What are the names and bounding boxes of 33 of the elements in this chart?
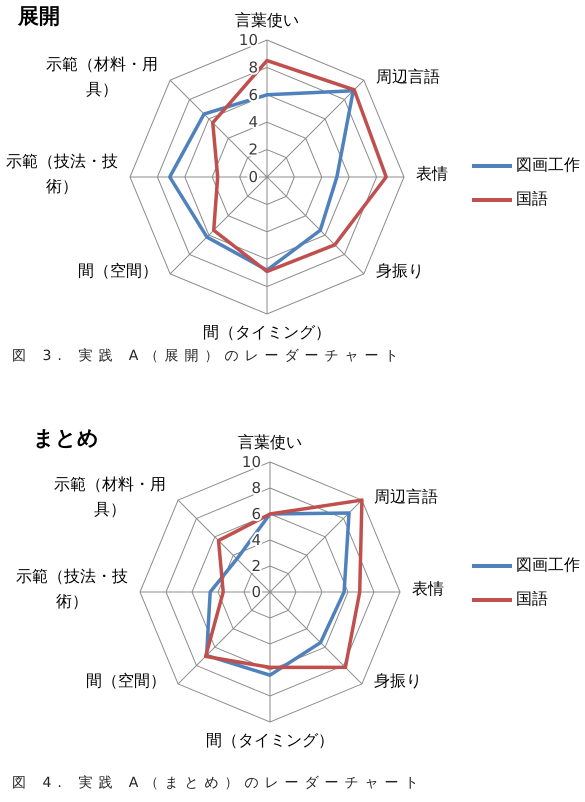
y-tick-label: 4 [248, 113, 258, 132]
spoke-label: 示範（材料・用具） [46, 54, 158, 98]
spoke-label: 身振り [376, 260, 424, 280]
y-tick-label: 6 [251, 505, 261, 523]
spoke-label: 示範（技法・技術） [6, 151, 118, 195]
caption: 図 3. 実践 A（展開）のレーダーチャート [12, 347, 404, 365]
spoke-label: 示範（技法・技術） [16, 566, 128, 610]
y-tick-label: 10 [238, 31, 258, 49]
spoke-label: 身振り [374, 670, 422, 690]
spoke-label: 言葉使い [235, 10, 299, 30]
y-tick-label: 8 [251, 479, 261, 497]
y-tick-label: 8 [248, 58, 258, 76]
legend-label: 国語 [516, 189, 548, 210]
y-tick-label: 10 [242, 453, 261, 471]
spoke-label: 示範（材料・用具） [54, 474, 166, 518]
spoke-label: 表情 [416, 164, 448, 182]
spoke-label: 表情 [412, 578, 444, 598]
spoke-label: 周辺言語 [376, 66, 440, 86]
legend-label: 図画工作 [516, 555, 580, 576]
y-tick-label: 2 [251, 557, 261, 575]
spoke-label: 間（空間） [78, 260, 158, 280]
spoke-label: 言葉使い [238, 432, 302, 452]
legend-label: 図画工作 [516, 155, 580, 176]
y-tick-label: 2 [248, 140, 258, 159]
chart-title: まとめ [33, 425, 99, 452]
legend-label: 国語 [516, 589, 548, 610]
caption: 図 4. 実践 A（まとめ）のレーダーチャート [12, 774, 424, 792]
y-tick-label: 4 [251, 531, 261, 549]
spoke-label: 周辺言語 [374, 486, 438, 506]
spoke-label: 間（タイミング） [206, 730, 334, 750]
spoke-label: 間（空間） [86, 670, 166, 690]
chart-title: 展開 [18, 3, 60, 30]
spoke-label: 間（タイミング） [203, 322, 331, 342]
